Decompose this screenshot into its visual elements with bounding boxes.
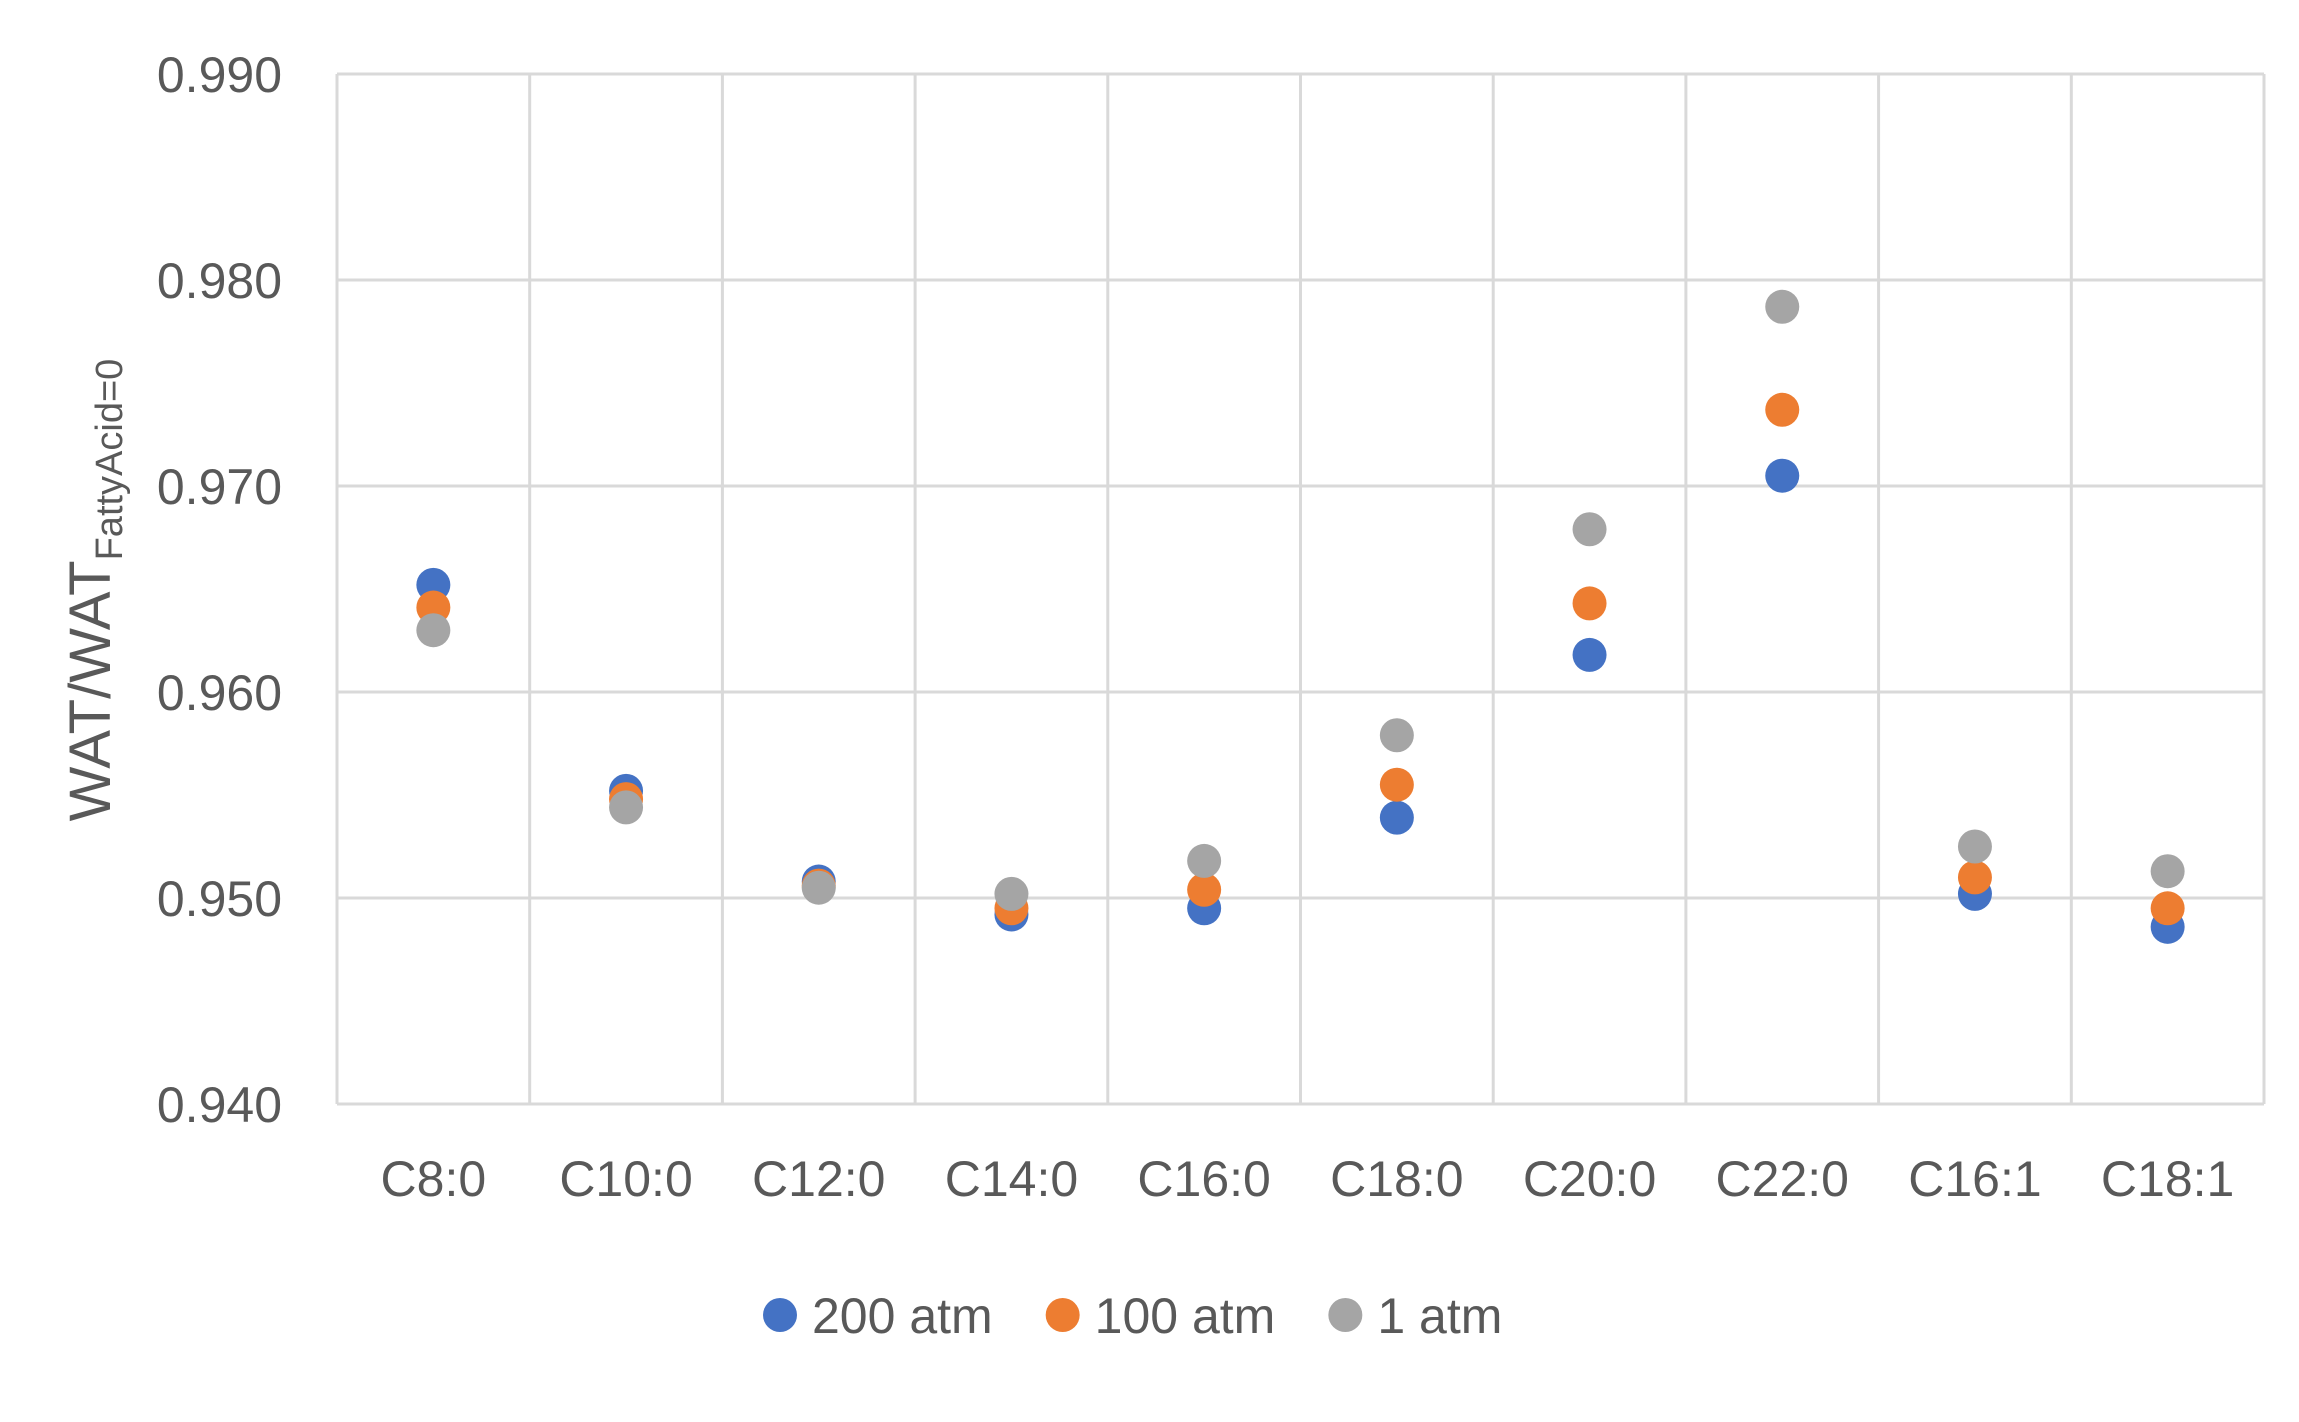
point-200-atm (1379, 800, 1414, 835)
legend-label: 1 atm (1377, 1288, 1502, 1344)
legend-label: 200 atm (812, 1288, 993, 1344)
legend-item: 1 atm (1328, 1288, 1502, 1344)
y-axis-ticks: 0.940 0.950 0.960 0.970 0.980 0.990 (157, 47, 282, 1133)
legend-marker (1045, 1298, 1080, 1332)
legend-marker (1328, 1298, 1363, 1332)
x-tick-label: C18:0 (1330, 1151, 1463, 1207)
legend-item: 200 atm (763, 1288, 993, 1344)
point-100-atm (2150, 891, 2185, 926)
x-tick-label: C10:0 (559, 1151, 692, 1207)
point-1-atm (1379, 718, 1414, 753)
point-1-atm (416, 613, 451, 648)
point-100-atm (1379, 767, 1414, 802)
x-tick-label: C14:0 (945, 1151, 1078, 1207)
legend-label: 100 atm (1095, 1288, 1276, 1344)
x-tick-label: C18:1 (2101, 1151, 2234, 1207)
point-200-atm (1572, 637, 1607, 672)
x-tick-label: C20:0 (1523, 1151, 1656, 1207)
y-tick-label: 0.960 (157, 665, 282, 721)
point-100-atm (1765, 392, 1800, 427)
point-1-atm (1572, 512, 1607, 547)
y-axis-title: WAT/WATFattyAcid=0 (58, 359, 131, 822)
point-200-atm (1765, 458, 1800, 493)
y-axis-title-main: WAT/WAT (58, 560, 123, 821)
x-tick-label: C12:0 (752, 1151, 885, 1207)
point-1-atm (1765, 289, 1800, 324)
legend-item: 100 atm (1045, 1288, 1276, 1344)
x-tick-label: C16:0 (1137, 1151, 1270, 1207)
x-tick-label: C22:0 (1716, 1151, 1849, 1207)
y-axis-title-group: WAT/WATFattyAcid=0 (58, 359, 131, 822)
gridlines (335, 72, 2266, 1106)
y-tick-label: 0.980 (157, 253, 282, 309)
point-1-atm (609, 790, 644, 825)
x-tick-label: C16:1 (1908, 1151, 2041, 1207)
y-axis-title-subscript: FattyAcid=0 (89, 359, 131, 561)
y-tick-label: 0.950 (157, 871, 282, 927)
legend-marker (763, 1298, 797, 1332)
y-tick-label: 0.990 (157, 47, 282, 103)
point-100-atm (1957, 860, 1992, 895)
point-100-atm (1572, 586, 1607, 621)
point-1-atm (994, 876, 1029, 911)
x-axis-ticks: C8:0 C10:0 C12:0 C14:0 C16:0 C18:0 C20:0 C22:0 C… (381, 1151, 2235, 1207)
point-1-atm (801, 870, 836, 905)
x-tick-label: C8:0 (381, 1151, 487, 1207)
data-points (416, 289, 2185, 944)
point-100-atm (1187, 872, 1222, 907)
point-1-atm (2150, 854, 2185, 889)
point-1-atm (1957, 829, 1992, 864)
y-tick-label: 0.970 (157, 459, 282, 515)
legend: 200 atm 100 atm 1 atm (763, 1288, 1502, 1344)
y-tick-label: 0.940 (157, 1077, 282, 1133)
point-1-atm (1187, 843, 1222, 878)
